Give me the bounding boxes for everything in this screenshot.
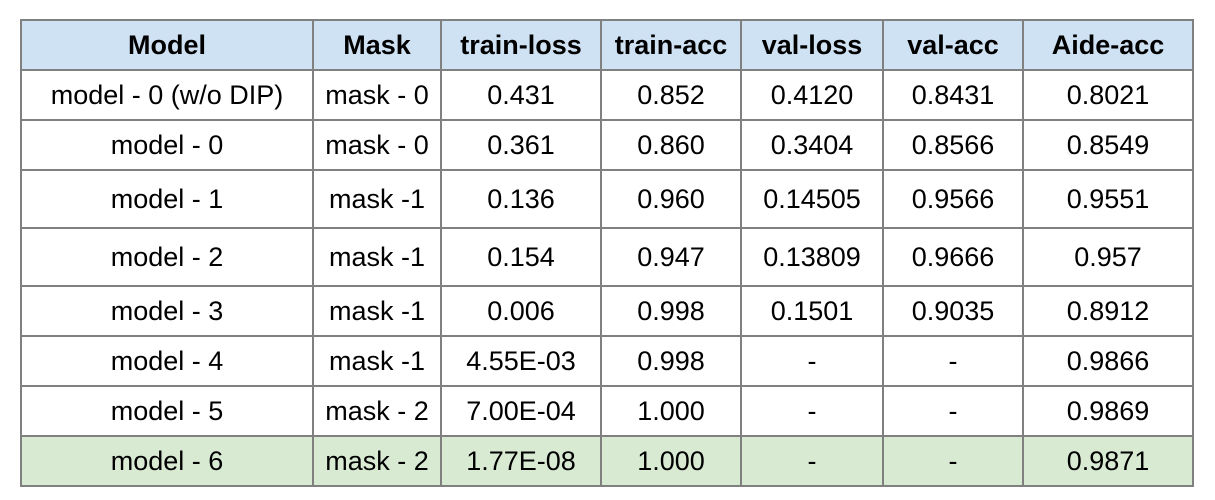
cell-val-loss: 0.4120: [740, 69, 884, 121]
cell-aide-acc: 0.9866: [1022, 335, 1194, 387]
cell-val-acc: 0.8566: [882, 119, 1024, 171]
cell-val-acc: 0.9566: [882, 169, 1024, 229]
cell-val-loss: 0.1501: [740, 285, 884, 337]
cell-model: model - 5: [20, 385, 314, 437]
header-train-acc: train-acc: [600, 19, 742, 71]
cell-val-loss: -: [740, 385, 884, 437]
cell-mask: mask - 0: [312, 69, 442, 121]
cell-train-acc: 0.852: [600, 69, 742, 121]
cell-mask: mask - 0: [312, 119, 442, 171]
cell-val-acc: -: [882, 385, 1024, 437]
header-mask: Mask: [312, 19, 442, 71]
cell-train-loss: 0.006: [440, 285, 602, 337]
table-row-highlighted: model - 6 mask - 2 1.77E-08 1.000 - - 0.…: [20, 435, 1194, 487]
table-row: model - 3 mask -1 0.006 0.998 0.1501 0.9…: [20, 285, 1194, 337]
cell-mask: mask -1: [312, 227, 442, 287]
cell-val-loss: 0.13809: [740, 227, 884, 287]
cell-train-acc: 0.998: [600, 285, 742, 337]
cell-model: model - 4: [20, 335, 314, 387]
cell-mask: mask -1: [312, 335, 442, 387]
cell-val-acc: -: [882, 335, 1024, 387]
cell-train-loss: 0.136: [440, 169, 602, 229]
cell-model: model - 6: [20, 435, 314, 487]
header-row: Model Mask train-loss train-acc val-loss…: [20, 19, 1194, 71]
cell-mask: mask -1: [312, 285, 442, 337]
header-aide-acc: Aide-acc: [1022, 19, 1194, 71]
header-model: Model: [20, 19, 314, 71]
cell-mask: mask - 2: [312, 435, 442, 487]
cell-train-acc: 1.000: [600, 435, 742, 487]
cell-aide-acc: 0.9871: [1022, 435, 1194, 487]
cell-train-loss: 0.361: [440, 119, 602, 171]
cell-train-acc: 1.000: [600, 385, 742, 437]
cell-train-acc: 0.860: [600, 119, 742, 171]
cell-train-loss: 4.55E-03: [440, 335, 602, 387]
cell-val-acc: 0.9666: [882, 227, 1024, 287]
cell-val-acc: 0.9035: [882, 285, 1024, 337]
cell-model: model - 0: [20, 119, 314, 171]
cell-aide-acc: 0.9869: [1022, 385, 1194, 437]
cell-aide-acc: 0.9551: [1022, 169, 1194, 229]
cell-aide-acc: 0.957: [1022, 227, 1194, 287]
cell-train-loss: 0.431: [440, 69, 602, 121]
table-row: model - 0 (w/o DIP) mask - 0 0.431 0.852…: [20, 69, 1194, 121]
cell-train-acc: 0.960: [600, 169, 742, 229]
cell-train-loss: 1.77E-08: [440, 435, 602, 487]
cell-aide-acc: 0.8912: [1022, 285, 1194, 337]
table-row: model - 2 mask -1 0.154 0.947 0.13809 0.…: [20, 227, 1194, 287]
cell-val-acc: 0.8431: [882, 69, 1024, 121]
results-table: Model Mask train-loss train-acc val-loss…: [20, 19, 1194, 487]
cell-train-loss: 7.00E-04: [440, 385, 602, 437]
header-train-loss: train-loss: [440, 19, 602, 71]
table-row: model - 4 mask -1 4.55E-03 0.998 - - 0.9…: [20, 335, 1194, 387]
cell-val-loss: 0.14505: [740, 169, 884, 229]
table-row: model - 1 mask -1 0.136 0.960 0.14505 0.…: [20, 169, 1194, 229]
table-row: model - 0 mask - 0 0.361 0.860 0.3404 0.…: [20, 119, 1194, 171]
header-val-loss: val-loss: [740, 19, 884, 71]
cell-val-acc: -: [882, 435, 1024, 487]
cell-train-loss: 0.154: [440, 227, 602, 287]
cell-train-acc: 0.947: [600, 227, 742, 287]
header-val-acc: val-acc: [882, 19, 1024, 71]
cell-model: model - 1: [20, 169, 314, 229]
cell-train-acc: 0.998: [600, 335, 742, 387]
cell-mask: mask -1: [312, 169, 442, 229]
cell-aide-acc: 0.8021: [1022, 69, 1194, 121]
cell-aide-acc: 0.8549: [1022, 119, 1194, 171]
cell-model: model - 3: [20, 285, 314, 337]
cell-mask: mask - 2: [312, 385, 442, 437]
table-row: model - 5 mask - 2 7.00E-04 1.000 - - 0.…: [20, 385, 1194, 437]
cell-val-loss: -: [740, 335, 884, 387]
cell-model: model - 2: [20, 227, 314, 287]
cell-val-loss: 0.3404: [740, 119, 884, 171]
cell-val-loss: -: [740, 435, 884, 487]
cell-model: model - 0 (w/o DIP): [20, 69, 314, 121]
